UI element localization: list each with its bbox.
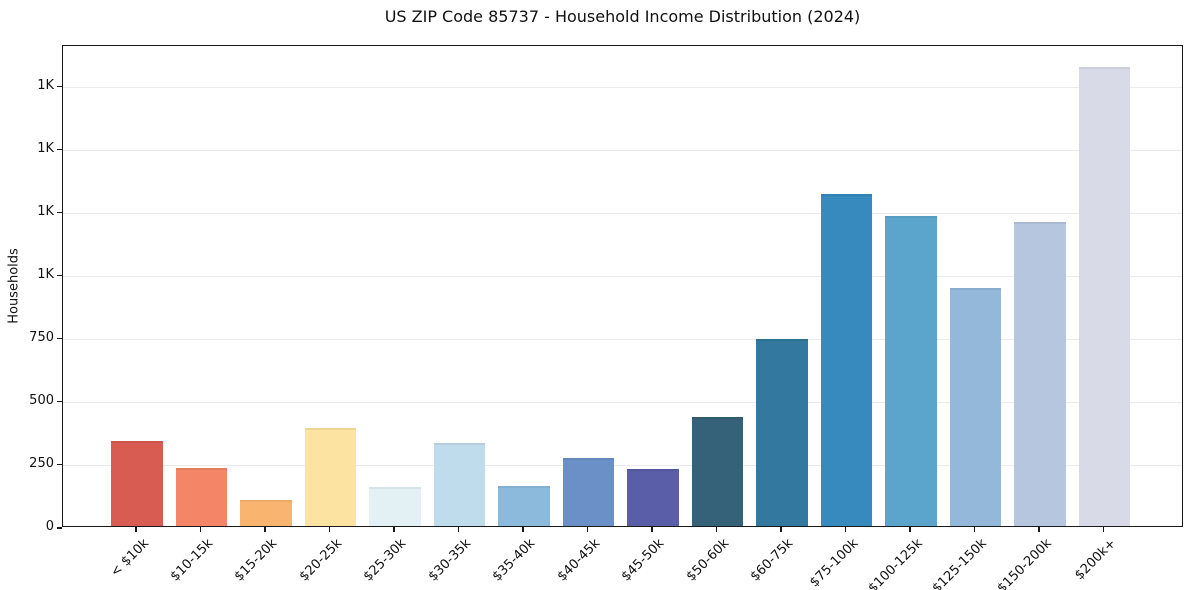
- y-tick-label: 1K: [37, 203, 54, 219]
- x-tick-mark: [651, 527, 653, 532]
- x-tick-mark: [522, 527, 524, 532]
- bar-200k: [1078, 67, 1131, 526]
- bar-35-40k: [498, 486, 550, 526]
- x-tick-label: $20-25k: [296, 536, 346, 585]
- x-tick-mark: [1038, 527, 1040, 532]
- gridline: [63, 275, 1182, 277]
- gridline: [63, 401, 1182, 403]
- x-tick-label: < $10k: [107, 536, 152, 581]
- x-tick-label: $10-15k: [167, 536, 217, 585]
- bar-75-100k: [820, 194, 873, 526]
- plot-area: [62, 45, 1183, 527]
- y-tick-mark: [57, 211, 62, 214]
- x-tick-label: $40-45k: [554, 536, 604, 585]
- x-tick-mark: [586, 527, 589, 532]
- x-tick-label: $50-60k: [683, 536, 733, 585]
- bar-60-75k: [756, 339, 808, 526]
- y-tick-label: 1K: [37, 266, 54, 282]
- bar-15-20k: [240, 500, 292, 526]
- x-tick-mark: [393, 527, 395, 532]
- gridline: [63, 86, 1182, 88]
- bar-30-35k: [433, 443, 486, 526]
- x-tick-label: $150-200k: [994, 536, 1055, 590]
- bar-25-30k: [369, 486, 421, 526]
- x-tick-label: $75-100k: [806, 536, 862, 590]
- bar-10k: [111, 441, 163, 526]
- x-tick-mark: [844, 527, 847, 532]
- gridline: [63, 149, 1182, 151]
- bar-150-200k: [1014, 222, 1066, 526]
- x-tick-label: $30-35k: [425, 536, 475, 585]
- bar-125-150k: [949, 287, 1002, 526]
- y-tick-label: 500: [29, 392, 54, 408]
- y-tick-mark: [57, 337, 62, 340]
- x-tick-mark: [715, 527, 718, 532]
- y-tick-mark: [57, 274, 62, 277]
- y-tick-mark: [57, 85, 62, 88]
- x-tick-label: $125-150k: [929, 536, 991, 590]
- y-tick-mark: [57, 527, 62, 529]
- x-tick-mark: [457, 527, 460, 532]
- x-tick-mark: [909, 527, 911, 532]
- x-tick-label: $25-30k: [361, 536, 410, 585]
- x-tick-mark: [199, 527, 202, 532]
- y-tick-mark: [57, 463, 62, 466]
- bar-100-125k: [885, 216, 937, 526]
- y-tick-label: 250: [29, 455, 54, 471]
- x-tick-label: $100-125k: [865, 536, 926, 590]
- chart-title: US ZIP Code 85737 - Household Income Dis…: [384, 7, 861, 26]
- x-tick-mark: [973, 527, 976, 532]
- x-tick-label: $35-40k: [490, 536, 539, 585]
- gridline: [63, 464, 1182, 466]
- bar-10-15k: [175, 468, 228, 526]
- bar-20-25k: [304, 427, 357, 526]
- x-tick-mark: [135, 527, 137, 532]
- x-tick-mark: [264, 527, 266, 532]
- y-axis-label: Households: [6, 248, 22, 324]
- y-tick-mark: [57, 148, 62, 151]
- x-tick-mark: [780, 527, 782, 532]
- y-tick-mark: [57, 400, 62, 403]
- bar-45-50k: [627, 469, 679, 526]
- y-tick-label: 750: [29, 329, 54, 345]
- y-tick-label: 1K: [37, 140, 54, 156]
- bar-40-45k: [562, 458, 615, 526]
- x-tick-mark: [1102, 527, 1105, 532]
- x-tick-label: $15-20k: [232, 536, 281, 585]
- bar-50-60k: [691, 417, 744, 526]
- x-tick-label: $60-75k: [748, 536, 797, 585]
- gridline: [63, 338, 1182, 340]
- x-tick-mark: [328, 527, 331, 532]
- gridline: [63, 212, 1182, 214]
- y-tick-label: 1K: [37, 77, 54, 93]
- x-tick-label: $45-50k: [619, 536, 668, 585]
- x-tick-label: $200k+: [1072, 536, 1120, 584]
- y-tick-label: 0: [45, 519, 54, 534]
